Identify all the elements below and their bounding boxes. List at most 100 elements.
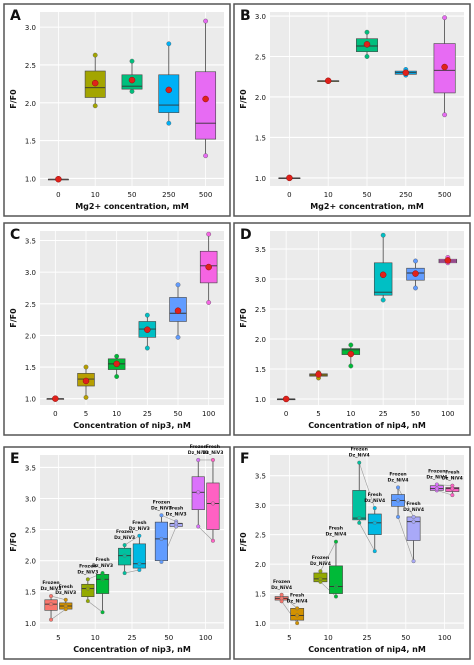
data-point	[348, 342, 354, 348]
panel-label: B	[240, 8, 251, 24]
panel-border	[233, 222, 471, 436]
y-axis-label: F/F0	[239, 89, 248, 109]
y-axis-label: F/F0	[239, 532, 248, 552]
box	[195, 71, 217, 140]
box-label: Dz_NiV3	[166, 511, 187, 517]
mean-point	[444, 257, 452, 264]
data-point	[175, 334, 181, 340]
data-point	[159, 536, 164, 541]
y-tick-label: 2.5	[25, 301, 36, 309]
data-point	[85, 599, 90, 604]
y-tick-label: 1.0	[25, 620, 36, 628]
box-label: Dz_NiV3	[129, 526, 150, 532]
box-label: Dz_NiV4	[287, 598, 308, 604]
y-tick-label: 3.5	[25, 237, 36, 245]
box-label: Frozen	[116, 529, 133, 535]
data-point	[411, 519, 416, 524]
pair-line	[124, 535, 140, 546]
data-point	[210, 538, 215, 543]
x-tick-label: 50	[128, 191, 137, 199]
mean-point	[347, 350, 355, 358]
box-label: Fresh	[445, 470, 459, 476]
data-point	[348, 363, 354, 369]
x-axis-label: Concentration of nip3, nM	[73, 421, 191, 430]
panel-D: D 1.0 1.5 2.0 2.5 3.0 3.5 0 5 10 25 50 100 F/F0 Concen…	[233, 222, 471, 436]
x-tick-label: 0	[53, 410, 57, 418]
panel-C: C 1.0 1.5 2.0 2.5 3.0 3.5 0 5 10 25 50 100 F/F0 Concen…	[3, 222, 231, 436]
pair-line	[320, 541, 337, 572]
data-point	[372, 520, 377, 525]
x-tick-label: 5	[287, 634, 291, 642]
data-point	[137, 567, 142, 572]
y-tick-label: 2.5	[255, 54, 266, 62]
box	[96, 574, 110, 594]
data-point	[159, 559, 164, 564]
data-point	[357, 460, 362, 465]
data-point	[196, 490, 201, 495]
data-point	[100, 571, 105, 576]
data-point	[434, 482, 439, 487]
x-tick-label: 10	[91, 634, 100, 642]
y-axis-label: F/F0	[9, 89, 18, 109]
x-tick-label: 5	[84, 410, 88, 418]
box	[352, 490, 367, 521]
x-tick-label: 100	[438, 634, 451, 642]
data-point	[295, 621, 300, 626]
y-tick-label: 1.0	[25, 175, 36, 183]
y-tick-label: 2.5	[25, 527, 36, 535]
box-label: Frozen	[428, 468, 445, 474]
pair-line	[161, 515, 177, 522]
x-tick-label: 50	[363, 191, 372, 199]
x-tick-label: 50	[164, 634, 173, 642]
box-label: Frozen	[42, 580, 59, 586]
data-point	[380, 297, 386, 303]
x-tick-label: 250	[162, 191, 175, 199]
y-tick-label: 1.5	[255, 134, 266, 142]
panel-label: E	[10, 451, 20, 467]
data-point	[85, 577, 90, 582]
box-label: Dz_NiV3	[41, 586, 62, 592]
data-point	[92, 103, 98, 109]
panel-border	[3, 446, 231, 660]
y-tick-label: 2.0	[25, 100, 36, 108]
data-point	[210, 457, 215, 462]
box-label: Dz_NiV3	[92, 563, 113, 569]
mean-point	[402, 69, 410, 76]
panel-F: F 1.0 1.5 2.0 2.5 3.0 3.5 5 10 25 50 100 F/F0 Concent…	[233, 446, 471, 660]
box-label: Dz_NiV4	[310, 561, 331, 567]
pair-line	[198, 526, 214, 541]
x-tick-label: 50	[401, 634, 410, 642]
y-tick-label: 2.0	[25, 558, 36, 566]
data-point	[357, 516, 362, 521]
data-point	[174, 521, 179, 526]
y-tick-label: 1.5	[255, 366, 266, 374]
x-tick-label: 250	[399, 191, 412, 199]
data-point	[318, 569, 323, 574]
plot-background	[40, 231, 224, 405]
data-point	[49, 594, 54, 599]
data-point	[49, 602, 54, 607]
data-point	[372, 549, 377, 554]
data-point	[49, 617, 54, 622]
y-tick-label: 1.0	[255, 620, 266, 628]
pair-line	[50, 608, 66, 620]
y-tick-label: 3.0	[255, 13, 266, 21]
panel-label: D	[240, 227, 252, 243]
data-point	[129, 58, 135, 64]
box	[329, 565, 343, 594]
pair-line	[50, 595, 66, 601]
data-point	[442, 15, 447, 21]
y-tick-label: 1.5	[25, 138, 36, 146]
y-tick-label: 3.0	[25, 269, 36, 277]
mean-point	[324, 77, 332, 85]
data-point	[203, 153, 209, 159]
box-label: Dz_NiV4	[426, 474, 447, 480]
data-point	[434, 486, 439, 491]
panel-E: E 1.0 1.5 2.0 2.5 3.0 3.5 5 10 25 50 100 F/F0 Concent…	[3, 444, 231, 660]
box-label: Fresh	[329, 526, 343, 532]
x-tick-label: 100	[199, 634, 212, 642]
y-tick-label: 3.5	[255, 246, 266, 254]
panel-label: F	[240, 451, 250, 467]
data-point	[129, 89, 135, 94]
